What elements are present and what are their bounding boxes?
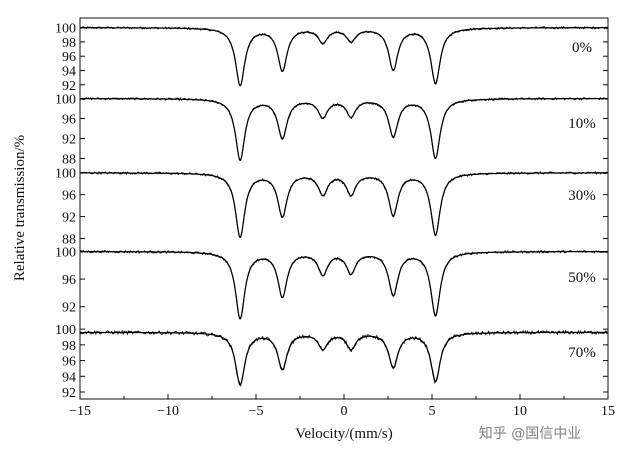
spectrum-panel: 100 96 92 88 10% [55,93,609,168]
y-tick-label: 98 [62,36,76,51]
fitted-spectrum-line [80,27,608,87]
panel-label: 70% [568,345,596,361]
y-tick-label: 100 [55,22,76,37]
x-tick-label: −10 [157,404,179,419]
y-tick-label: 100 [55,93,76,108]
measured-spectrum-line [79,329,609,387]
measured-spectrum-line [79,249,609,320]
plot-frame [79,17,609,400]
y-tick-label: 100 [55,245,76,260]
measured-spectrum-line [79,170,609,238]
watermark-text: 知乎 @国信中业 [479,425,581,442]
y-tick-label: 100 [55,167,76,182]
fitted-spectrum-line [80,98,608,162]
x-axis-title: Velocity/(mm/s) [295,426,393,442]
y-axis-title: Relative transmission/% [12,135,28,281]
x-tick-label: −15 [69,404,91,419]
x-tick-label: 5 [429,404,436,419]
y-tick-label: 98 [62,339,76,354]
panel-label: 0% [572,40,592,56]
panel-label: 10% [568,116,596,132]
spectrum-panel: 100 96 92 88 30% [55,167,609,248]
y-tick-label: 100 [55,323,76,338]
panel-label: 50% [568,270,596,286]
y-tick-label: 92 [62,133,76,148]
y-tick-label: 96 [62,273,76,288]
spectra-panels: 100989694920%10096928810%10096928830%100… [55,22,609,401]
fitted-spectrum-line [80,172,608,238]
fitted-spectrum-line [80,331,608,386]
y-tick-label: 96 [62,189,76,204]
y-tick-label: 88 [62,233,76,248]
y-tick-label: 94 [62,65,76,80]
fitted-spectrum-line [80,251,608,320]
panel-label: 30% [568,188,596,204]
spectrum-panel: 100 96 92 50% [55,245,609,320]
x-tick-label: 10 [513,404,527,419]
y-tick-label: 92 [62,301,76,316]
y-tick-label: 96 [62,50,76,65]
x-axis: −15 −10 −5 0 5 10 15 [69,394,615,419]
x-tick-label: −5 [249,404,264,419]
y-tick-label: 92 [62,211,76,226]
y-tick-label: 94 [62,370,76,385]
y-tick-label: 96 [62,355,76,370]
y-tick-label: 96 [62,113,76,128]
y-tick-label: 92 [62,79,76,94]
y-tick-label: 88 [62,153,76,168]
x-tick-label: 0 [341,404,348,419]
y-tick-label: 92 [62,386,76,401]
x-tick-label: 15 [601,404,615,419]
